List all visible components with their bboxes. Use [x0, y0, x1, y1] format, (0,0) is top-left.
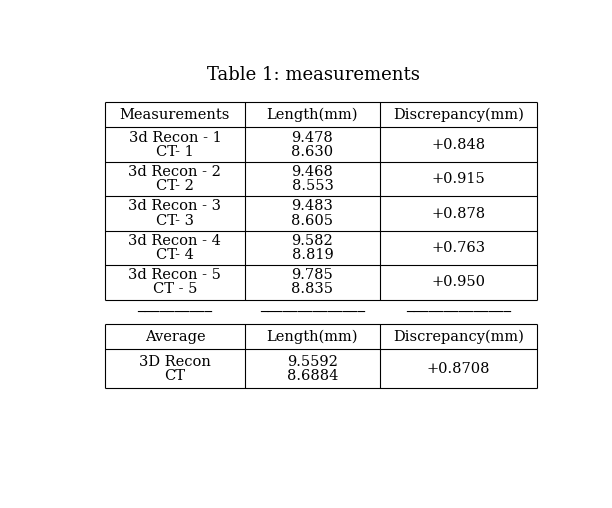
Text: 3d Recon - 4: 3d Recon - 4 [129, 234, 222, 248]
Text: 9.468: 9.468 [291, 165, 334, 179]
Text: ──────────: ────────── [138, 306, 212, 319]
Text: Length(mm): Length(mm) [267, 329, 358, 344]
Text: Table 1: measurements: Table 1: measurements [207, 66, 420, 84]
Text: CT- 4: CT- 4 [156, 248, 194, 262]
Text: +0.8708: +0.8708 [427, 362, 490, 376]
Text: CT- 1: CT- 1 [156, 145, 194, 158]
Text: +0.950: +0.950 [431, 275, 485, 290]
Text: 9.478: 9.478 [291, 131, 334, 145]
Text: CT- 3: CT- 3 [156, 213, 194, 228]
Text: ──────────────: ────────────── [406, 306, 511, 319]
Text: 3d Recon - 1: 3d Recon - 1 [129, 131, 222, 145]
Text: CT- 2: CT- 2 [156, 179, 194, 193]
Text: 9.785: 9.785 [291, 268, 334, 282]
Text: 9.483: 9.483 [291, 200, 334, 213]
Text: Discrepancy(mm): Discrepancy(mm) [393, 108, 524, 122]
Text: 8.630: 8.630 [291, 145, 334, 158]
Text: Discrepancy(mm): Discrepancy(mm) [393, 329, 524, 344]
Text: 3d Recon - 2: 3d Recon - 2 [129, 165, 222, 179]
Text: ──────────────: ────────────── [260, 306, 365, 319]
Text: 9.582: 9.582 [291, 234, 334, 248]
Text: 3D Recon: 3D Recon [139, 355, 211, 369]
Text: 9.5592: 9.5592 [287, 355, 338, 369]
Text: 3d Recon - 3: 3d Recon - 3 [129, 200, 222, 213]
Text: +0.848: +0.848 [431, 138, 485, 152]
Text: Length(mm): Length(mm) [267, 108, 358, 122]
Text: Measurements: Measurements [120, 108, 230, 122]
Text: +0.763: +0.763 [431, 241, 485, 255]
Text: +0.915: +0.915 [431, 172, 485, 186]
Text: 3d Recon - 5: 3d Recon - 5 [129, 268, 222, 282]
Text: 8.835: 8.835 [291, 282, 334, 296]
Text: 8.819: 8.819 [291, 248, 334, 262]
Text: 8.6884: 8.6884 [287, 369, 338, 383]
Text: 8.605: 8.605 [291, 213, 334, 228]
Text: Average: Average [144, 330, 205, 343]
Text: CT - 5: CT - 5 [153, 282, 197, 296]
Text: CT: CT [165, 369, 185, 383]
Text: +0.878: +0.878 [431, 207, 485, 220]
Text: 8.553: 8.553 [291, 179, 334, 193]
